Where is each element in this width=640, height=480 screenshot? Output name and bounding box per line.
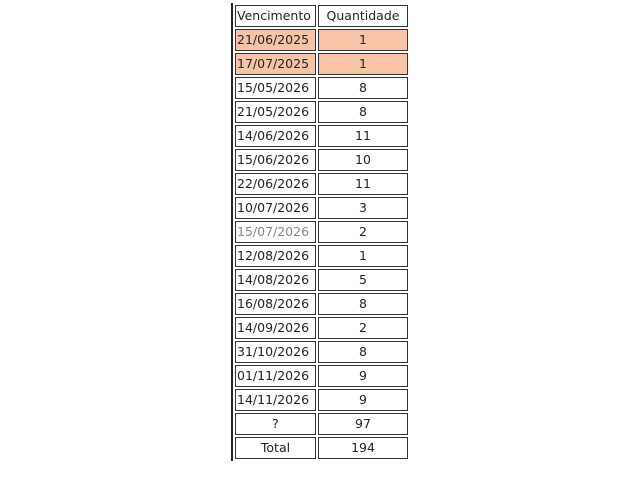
date-cell: 14/08/2026 [235,269,316,291]
table-row: 22/06/2026 11 [235,173,408,195]
date-cell: 01/11/2026 [235,365,316,387]
date-cell: 21/06/2025 [235,29,316,51]
table-row: 10/07/2026 3 [235,197,408,219]
quantity-cell: 9 [318,365,408,387]
date-cell: 14/11/2026 [235,389,316,411]
quantity-cell: 2 [318,221,408,243]
date-cell: 12/08/2026 [235,245,316,267]
table-row: 01/11/2026 9 [235,365,408,387]
table-row: Total 194 [235,437,408,459]
table-row: 14/08/2026 5 [235,269,408,291]
date-cell: 17/07/2025 [235,53,316,75]
date-cell: 14/06/2026 [235,125,316,147]
date-cell: 21/05/2026 [235,101,316,123]
date-cell: 22/06/2026 [235,173,316,195]
quantity-cell: 11 [318,173,408,195]
table-row: 14/09/2026 2 [235,317,408,339]
quantity-cell: 2 [318,317,408,339]
quantity-cell: 5 [318,269,408,291]
expiry-table: Vencimento Quantidade 21/06/2025 1 17/07/2… [231,3,410,461]
quantity-cell: 97 [318,413,408,435]
quantity-cell: 1 [318,245,408,267]
header-vencimento: Vencimento [235,5,316,27]
quantity-cell: 1 [318,53,408,75]
table-row: 15/05/2026 8 [235,77,408,99]
table-row: 15/07/2026 2 [235,221,408,243]
quantity-cell: 3 [318,197,408,219]
quantity-cell: 1 [318,29,408,51]
quantity-cell: 9 [318,389,408,411]
quantity-cell: 8 [318,341,408,363]
date-cell: ? [235,413,316,435]
date-cell: Total [235,437,316,459]
date-cell: 15/05/2026 [235,77,316,99]
date-cell: 14/09/2026 [235,317,316,339]
table-row: 17/07/2025 1 [235,53,408,75]
date-cell: 31/10/2026 [235,341,316,363]
quantity-cell: 10 [318,149,408,171]
table-row: 16/08/2026 8 [235,293,408,315]
quantity-cell: 11 [318,125,408,147]
header-quantidade: Quantidade [318,5,408,27]
quantity-cell: 194 [318,437,408,459]
quantity-cell: 8 [318,293,408,315]
table-row: 21/06/2025 1 [235,29,408,51]
date-cell: 10/07/2026 [235,197,316,219]
quantity-cell: 8 [318,77,408,99]
table-row: 15/06/2026 10 [235,149,408,171]
table-row: 14/11/2026 9 [235,389,408,411]
date-cell: 15/07/2026 [235,221,316,243]
date-cell: 15/06/2026 [235,149,316,171]
table-header-row: Vencimento Quantidade [235,5,408,27]
table-row: 31/10/2026 8 [235,341,408,363]
table-row: 14/06/2026 11 [235,125,408,147]
table-row: 21/05/2026 8 [235,101,408,123]
quantity-cell: 8 [318,101,408,123]
date-cell: 16/08/2026 [235,293,316,315]
table-row: ? 97 [235,413,408,435]
table-row: 12/08/2026 1 [235,245,408,267]
